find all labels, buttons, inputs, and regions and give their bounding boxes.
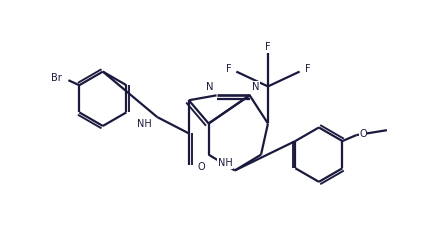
Text: NH: NH xyxy=(136,120,151,129)
Text: F: F xyxy=(304,64,310,74)
Text: N: N xyxy=(205,82,213,92)
Text: F: F xyxy=(226,64,231,74)
Text: O: O xyxy=(359,129,367,139)
Text: N: N xyxy=(252,82,260,92)
Text: O: O xyxy=(198,163,205,172)
Text: F: F xyxy=(265,42,271,52)
Text: Br: Br xyxy=(51,73,62,83)
Text: NH: NH xyxy=(217,158,232,168)
